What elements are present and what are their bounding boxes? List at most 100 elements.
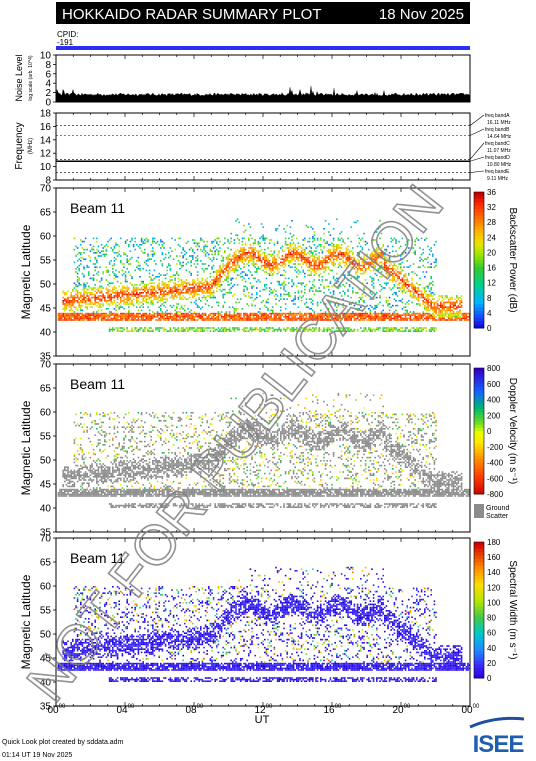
power-pixel <box>196 242 199 244</box>
power-pixel <box>216 328 218 331</box>
power-pixel <box>313 293 316 296</box>
power-pixel <box>148 288 151 291</box>
power-pixel <box>139 247 141 249</box>
power-pixel <box>457 311 460 313</box>
power-pixel <box>65 308 68 310</box>
power-pixel <box>259 308 261 310</box>
power-pixel <box>400 271 402 273</box>
power-pixel <box>256 319 258 321</box>
power-pixel <box>339 314 341 316</box>
power-pixel <box>416 330 418 332</box>
power-pixel <box>208 284 210 286</box>
power-pixel <box>374 311 376 313</box>
power-pixel <box>304 288 306 291</box>
power-pixel <box>430 328 432 331</box>
power-pixel <box>358 314 360 316</box>
power-pixel <box>88 292 90 294</box>
power-pixel <box>176 317 178 320</box>
power-pixel <box>265 287 268 289</box>
power-pixel <box>73 312 76 315</box>
power-pixel <box>334 252 336 254</box>
power-pixel <box>76 260 79 262</box>
power-pixel <box>262 239 264 241</box>
power-pixel <box>265 263 268 265</box>
power-pixel <box>441 306 444 308</box>
power-pixel <box>243 328 245 331</box>
power-pixel <box>320 301 322 304</box>
power-pixel <box>440 301 442 304</box>
power-pixel <box>289 266 292 268</box>
power-pixel <box>100 277 103 280</box>
power-pixel <box>153 316 156 318</box>
power-pixel <box>185 252 188 254</box>
power-pixel <box>228 284 231 286</box>
power-pixel <box>99 314 101 316</box>
power-pixel <box>136 288 138 291</box>
power-pixel <box>433 266 436 268</box>
power-pixel <box>78 298 80 300</box>
power-pixel <box>440 295 442 297</box>
power-pixel <box>137 245 140 248</box>
power-pixel <box>315 317 317 320</box>
power-pixel <box>264 237 266 240</box>
power-pixel <box>406 309 408 312</box>
power-pixel <box>334 248 336 251</box>
power-pixel <box>395 304 397 307</box>
power-pixel <box>433 317 436 320</box>
power-pixel <box>67 312 69 315</box>
power-pixel <box>414 253 416 256</box>
power-pixel <box>280 258 282 260</box>
power-pixel <box>324 260 327 262</box>
power-pixel <box>291 247 293 249</box>
power-pixel <box>424 317 426 320</box>
power-pixel <box>272 312 274 315</box>
power-pixel <box>427 256 429 259</box>
power-pixel <box>315 263 317 265</box>
power-pixel <box>433 316 436 318</box>
power-pixel <box>444 311 447 313</box>
power-pixel <box>115 316 117 318</box>
power-pixel <box>435 327 437 329</box>
power-pixel <box>305 261 308 264</box>
power-pixel <box>72 303 74 305</box>
power-pixel <box>284 231 287 233</box>
power-pixel <box>366 258 368 260</box>
power-pixel <box>203 269 205 272</box>
power-pixel <box>84 285 87 288</box>
power-pixel <box>348 316 351 318</box>
power-pixel <box>278 327 280 329</box>
power-pixel <box>435 260 437 262</box>
power-pixel <box>241 271 244 273</box>
power-pixel <box>342 240 344 243</box>
power-pixel <box>307 260 309 262</box>
power-pixel <box>88 317 90 320</box>
power-pixel <box>198 284 200 286</box>
power-pixel <box>134 327 136 329</box>
power-pixel <box>321 250 324 252</box>
power-pixel <box>385 264 388 267</box>
power-pixel <box>417 317 420 320</box>
power-pixel <box>240 248 242 251</box>
power-pixel <box>217 284 220 286</box>
power-pixel <box>102 316 104 318</box>
power-pixel <box>384 248 386 251</box>
power-pixel <box>211 279 213 281</box>
power-pixel <box>99 298 101 300</box>
power-pixel <box>147 255 149 257</box>
power-pixel <box>132 285 135 288</box>
power-pixel <box>321 319 324 321</box>
power-pixel <box>252 312 255 315</box>
power-pixel <box>203 328 205 331</box>
power-pixel <box>190 312 192 315</box>
power-pixel <box>65 319 68 321</box>
power-pixel <box>224 271 226 273</box>
power-pixel <box>422 328 424 331</box>
power-pixel <box>176 319 178 321</box>
power-pixel <box>222 280 224 283</box>
power-pixel <box>190 293 192 296</box>
power-pixel <box>371 239 373 241</box>
power-pixel <box>246 252 248 254</box>
power-pixel <box>89 298 92 300</box>
power-pixel <box>412 285 415 288</box>
power-pixel <box>456 301 458 304</box>
